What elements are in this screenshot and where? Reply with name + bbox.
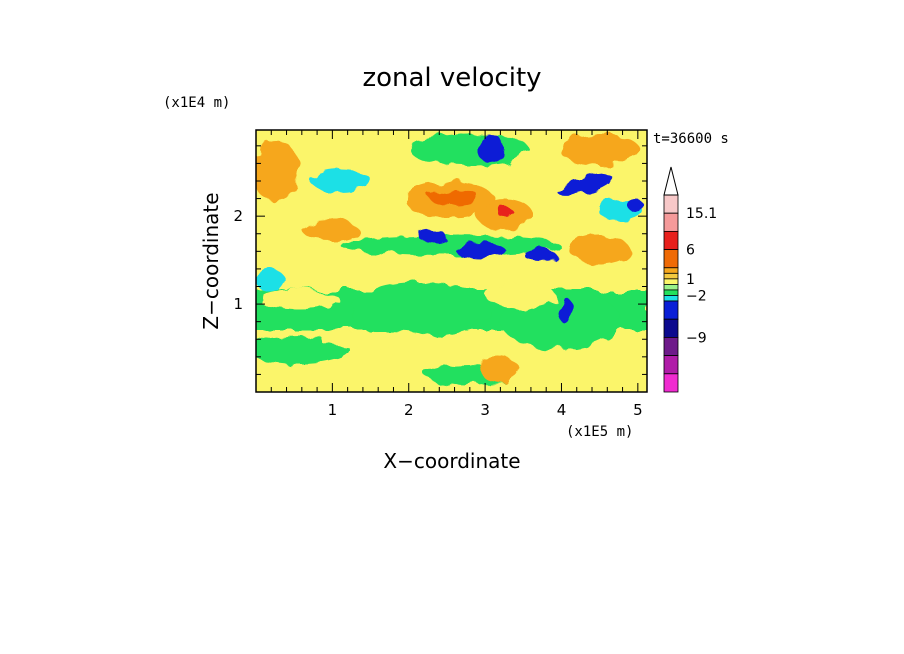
x-scale-label: (x1E5 m) [566,424,633,440]
time-label: t=36600 s [653,131,729,147]
region-blue-top [476,134,504,162]
y-scale-label: (x1E4 m) [163,95,230,111]
region-blue-centerright [524,249,556,261]
heatmap-field [256,130,647,392]
colorbar-band [663,373,679,393]
colorbar-extend-arrow [663,166,679,196]
y-tick-label: 2 [233,207,243,225]
x-tick-label: 1 [328,401,338,419]
x-axis-label: X−coordinate [383,449,520,473]
region-orange-bottom [480,358,520,382]
region-blue-center [455,242,505,258]
colorbar-band [663,289,679,296]
colorbar-label: 15.1 [686,206,717,222]
region-cyan-topleft [310,168,370,192]
colorbar-label: 6 [686,243,695,259]
x-tick-label: 4 [557,401,567,419]
x-tick-label: 3 [480,401,490,419]
region-blue-right [627,199,643,211]
region-yellow-1 [320,331,440,349]
x-tick-label: 2 [404,401,414,419]
colorbar-label: −2 [686,288,707,304]
y-axis: 12 [233,145,647,375]
colorbar-band [663,355,679,375]
region-blue-lowright [556,298,574,322]
colorbar: 15.1 6 1−2 −9 [663,166,717,393]
region-orange-lower [570,236,630,264]
colorbar-band [663,318,679,338]
chart-title: zonal velocity [362,63,541,93]
region-blue-upright [558,174,612,196]
colorbar-band [663,337,679,357]
region-orange-topleft [256,140,300,200]
region-orange-left [302,220,358,240]
x-tick-label: 5 [633,401,643,419]
region-blue-left [418,230,446,242]
colorbar-label: 1 [686,272,695,288]
colorbar-band [663,230,679,250]
region-orange-centerdeep [430,190,480,206]
colorbar-band [663,278,679,285]
x-axis: 1 2 3 4 5 [270,130,643,419]
region-orange-right [560,134,640,166]
y-tick-label: 1 [233,295,243,313]
colorbar-band [663,249,679,269]
colorbar-band [663,284,679,291]
region-green-top [410,134,530,166]
region-yellow-3 [485,283,555,307]
y-axis-label: Z−coordinate [199,192,223,329]
region-yellow-2 [260,290,340,310]
colorbar-band [663,272,679,280]
region-green-mid [350,282,490,338]
colorbar-band [663,194,679,214]
colorbar-band [663,295,679,302]
colorbar-band [663,300,679,320]
plot-frame [255,129,648,393]
region-red-spot [497,207,513,217]
region-cyan-left [256,268,284,292]
colorbar-band [663,267,679,274]
colorbar-label: −9 [686,330,707,346]
colorbar-band [663,212,679,232]
